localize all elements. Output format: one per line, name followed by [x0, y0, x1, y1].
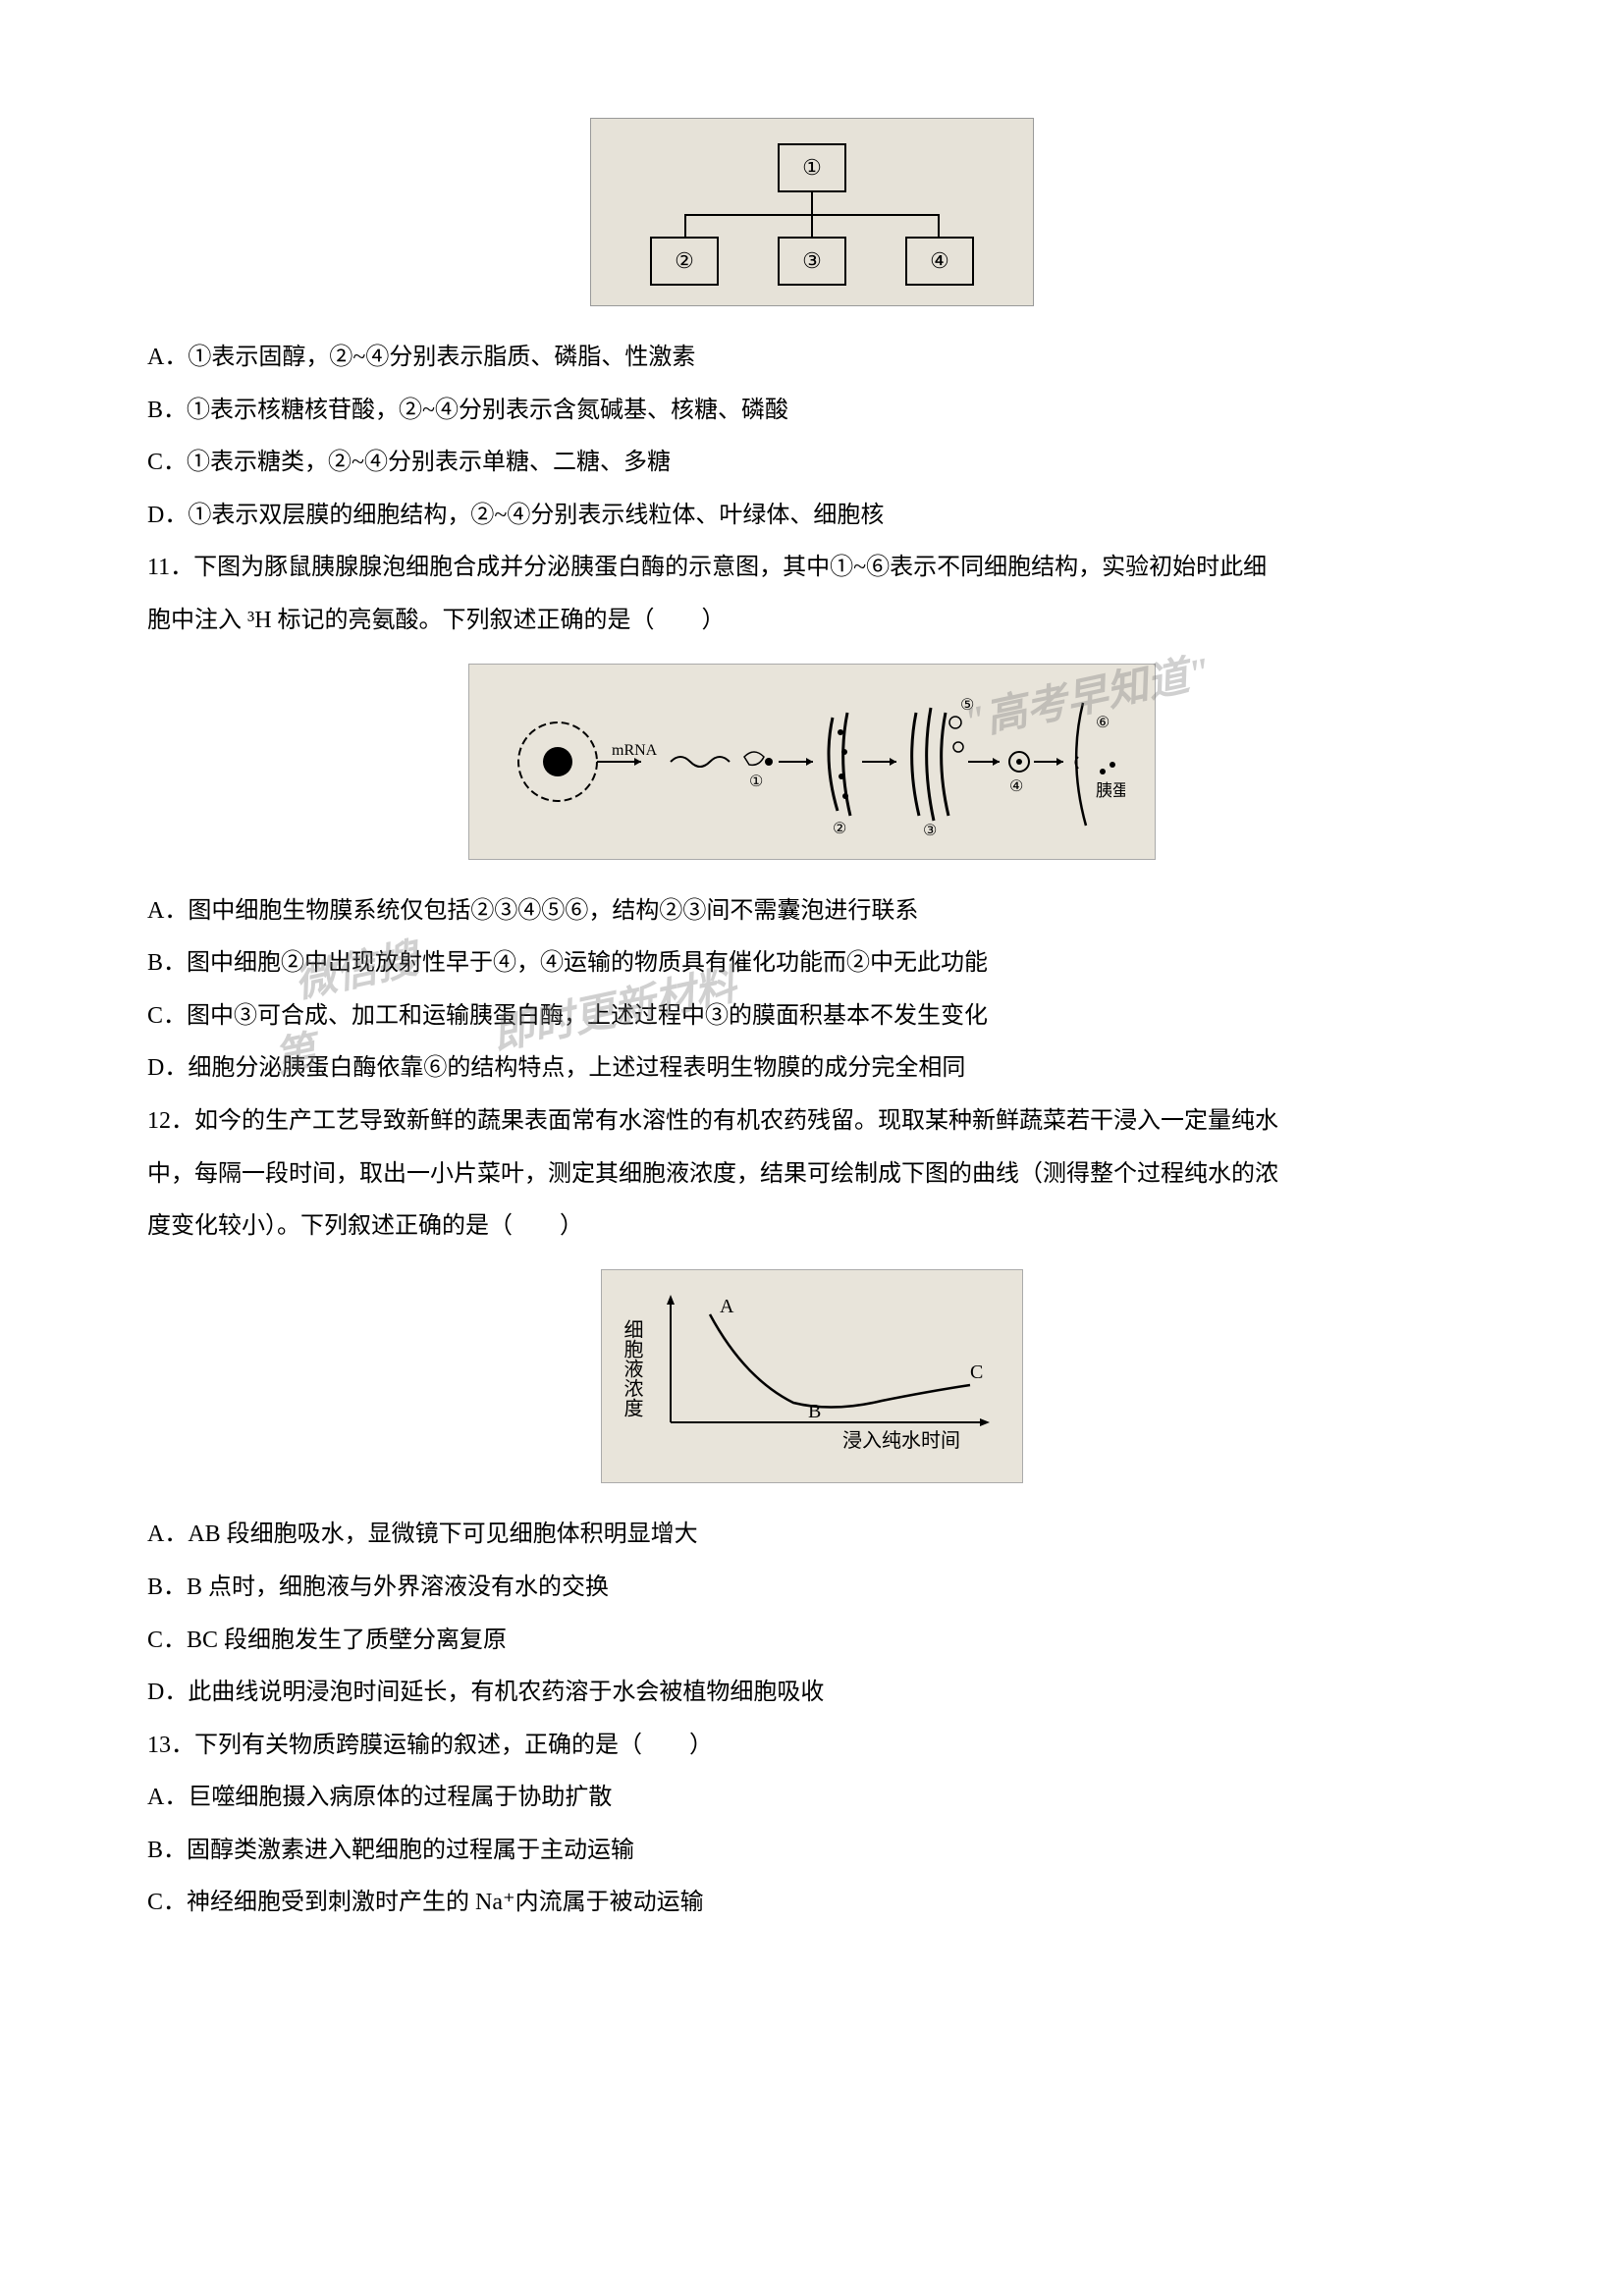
watermark-area: 微信搜 即时更新材料 第 A．图中细胞生物膜系统仅包括②③④⑤⑥，结构②③间不需… — [147, 889, 1477, 1092]
graph-point-a: A — [720, 1296, 734, 1317]
svg-text:④: ④ — [1009, 778, 1023, 795]
q12-option-c: C．BC 段细胞发生了质壁分离复原 — [147, 1619, 1477, 1664]
svg-text:⑤: ⑤ — [960, 697, 974, 714]
svg-text:③: ③ — [923, 823, 937, 839]
q13-option-b: B．固醇类激素进入靶细胞的过程属于主动运输 — [147, 1829, 1477, 1874]
q12-stem-1: 12．如今的生产工艺导致新鲜的蔬果表面常有水溶性的有机农药残留。现取某种新鲜蔬菜… — [147, 1099, 1477, 1145]
graph-point-b: B — [808, 1401, 821, 1422]
cell-svg: mRNA ① ② ③ — [499, 678, 1125, 845]
tree-node-3: ③ — [778, 237, 846, 286]
graph-x-label: 浸入纯水时间 — [842, 1429, 960, 1452]
q10-option-c: C．①表示糖类，②~④分别表示单糖、二糖、多糖 — [147, 441, 1477, 486]
svg-text:①: ① — [749, 774, 763, 790]
tree-connector — [650, 192, 974, 237]
q12-option-b: B．B 点时，细胞液与外界溶液没有水的交换 — [147, 1566, 1477, 1611]
tree-node-1: ① — [778, 143, 846, 192]
q13-stem: 13．下列有关物质跨膜运输的叙述，正确的是（ ） — [147, 1724, 1477, 1769]
cell-secretion-diagram: mRNA ① ② ③ — [468, 664, 1156, 860]
q10-option-b: B．①表示核糖核苷酸，②~④分别表示含氮碱基、核糖、磷酸 — [147, 389, 1477, 434]
q10-option-a: A．①表示固醇，②~④分别表示脂质、磷脂、性激素 — [147, 336, 1477, 381]
q11-stem-2: 胞中注入 ³H 标记的亮氨酸。下列叙述正确的是（ ） — [147, 599, 1477, 644]
graph-svg: A B C 细胞液浓度 浸入纯水时间 — [617, 1285, 1009, 1457]
graph-point-c: C — [970, 1362, 983, 1383]
tree-bottom-row: ② ③ ④ — [650, 237, 974, 286]
q12-option-d: D．此曲线说明浸泡时间延长，有机农药溶于水会被植物细胞吸收 — [147, 1671, 1477, 1716]
svg-text:⑥: ⑥ — [1096, 715, 1110, 731]
q11-option-a: A．图中细胞生物膜系统仅包括②③④⑤⑥，结构②③间不需囊泡进行联系 — [147, 889, 1477, 934]
q11-option-b: B．图中细胞②中出现放射性早于④，④运输的物质具有催化功能而②中无此功能 — [147, 941, 1477, 987]
svg-text:②: ② — [833, 821, 846, 837]
cell-diagram-container: mRNA ① ② ③ — [147, 664, 1477, 860]
q13-option-a: A．巨噬细胞摄入病原体的过程属于协助扩散 — [147, 1776, 1477, 1821]
tree-top-row: ① — [650, 143, 974, 192]
q10-option-d: D．①表示双层膜的细胞结构，②~④分别表示线粒体、叶绿体、细胞核 — [147, 494, 1477, 539]
graph-y-label: 细胞液浓度 — [621, 1318, 643, 1416]
tree-node-2: ② — [650, 237, 719, 286]
q11-stem-1: 11．下图为豚鼠胰腺腺泡细胞合成并分泌胰蛋白酶的示意图，其中①~⑥表示不同细胞结… — [147, 546, 1477, 591]
tree-diagram: ① ② ③ ④ — [590, 118, 1034, 306]
tree-diagram-container: ① ② ③ ④ — [147, 118, 1477, 306]
q13-option-c: C．神经细胞受到刺激时产生的 Na⁺内流属于被动运输 — [147, 1881, 1477, 1926]
q11-option-d: D．细胞分泌胰蛋白酶依靠⑥的结构特点，上述过程表明生物膜的成分完全相同 — [147, 1046, 1477, 1092]
tree-node-4: ④ — [905, 237, 974, 286]
mrna-label: mRNA — [612, 742, 658, 759]
q12-option-a: A．AB 段细胞吸水，显微镜下可见细胞体积明显增大 — [147, 1513, 1477, 1558]
q12-stem-2: 中，每隔一段时间，取出一小片菜叶，测定其细胞液浓度，结果可绘制成下图的曲线（测得… — [147, 1152, 1477, 1198]
q11-option-c: C．图中③可合成、加工和运输胰蛋白酶，上述过程中③的膜面积基本不发生变化 — [147, 994, 1477, 1040]
graph-container: A B C 细胞液浓度 浸入纯水时间 — [147, 1269, 1477, 1484]
enzyme-label: 胰蛋白酶 — [1096, 781, 1125, 800]
concentration-graph: A B C 细胞液浓度 浸入纯水时间 — [601, 1269, 1023, 1484]
q12-stem-3: 度变化较小）。下列叙述正确的是（ ） — [147, 1204, 1477, 1250]
